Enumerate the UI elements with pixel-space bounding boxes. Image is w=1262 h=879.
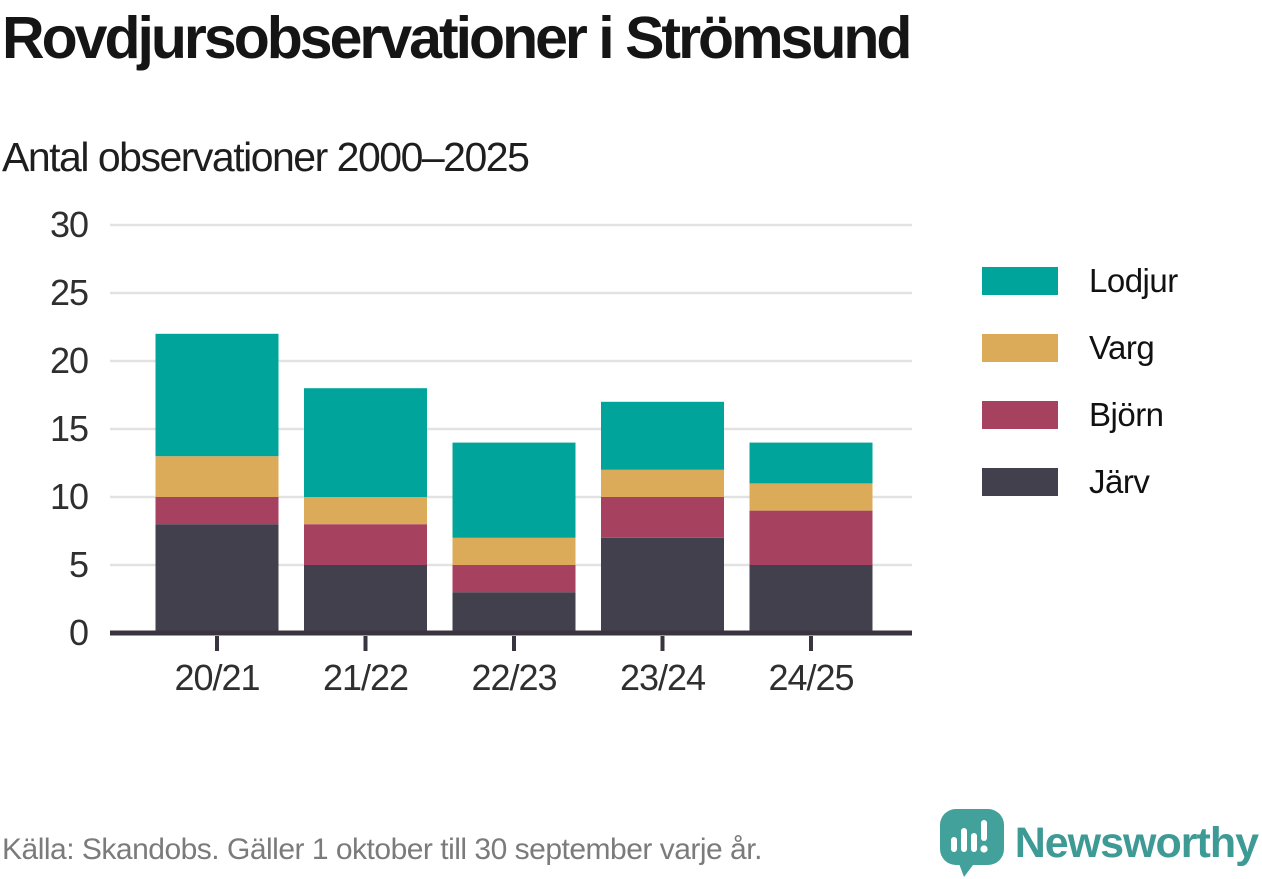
bar-segment-lodjur xyxy=(155,333,279,457)
source-note: Källa: Skandobs. Gäller 1 oktober till 3… xyxy=(2,833,762,866)
bar-segment-järv xyxy=(601,537,724,633)
bar-segment-varg xyxy=(155,456,279,497)
y-tick-label: 0 xyxy=(69,612,88,653)
legend-label: Björn xyxy=(1089,396,1164,433)
bar-segment-björn xyxy=(304,524,427,565)
bar-segment-lodjur xyxy=(304,388,427,497)
x-tick-label: 22/23 xyxy=(471,657,556,698)
y-tick-label: 30 xyxy=(50,204,88,245)
brand-name: Newsworthy xyxy=(1014,818,1259,867)
x-tick xyxy=(363,636,368,651)
newsworthy-logo-icon xyxy=(939,809,1004,877)
x-tick-label: 21/22 xyxy=(323,657,408,698)
x-tick xyxy=(809,636,813,651)
bar-segment-björn xyxy=(749,510,873,565)
chart-legend: Lodjur Varg Björn Järv xyxy=(982,262,1178,501)
x-tick xyxy=(215,636,219,651)
legend-item-björn: Björn xyxy=(982,396,1178,434)
y-tick-label: 15 xyxy=(50,408,88,449)
newsworthy-brand: Newsworthy xyxy=(939,809,1259,877)
chart-subtitle: Antal observationer 2000–2025 xyxy=(2,134,530,180)
y-tick-label: 25 xyxy=(50,272,88,313)
legend-label: Järv xyxy=(1089,463,1150,500)
bar-segment-järv xyxy=(304,565,427,633)
x-tick xyxy=(660,636,665,651)
bar-segment-järv xyxy=(155,524,279,633)
legend-item-lodjur: Lodjur xyxy=(982,262,1178,300)
y-tick-label: 5 xyxy=(69,544,88,585)
legend-label: Lodjur xyxy=(1089,262,1178,299)
page-title: Rovdjursobservationer i Strömsund xyxy=(2,5,912,71)
legend-swatch xyxy=(982,334,1058,362)
legend-swatch xyxy=(982,267,1058,295)
x-tick xyxy=(512,636,516,651)
bar-segment-varg xyxy=(601,469,724,497)
bar-segment-varg xyxy=(452,537,576,565)
bar-segment-lodjur xyxy=(452,442,576,538)
bar-segment-varg xyxy=(749,483,873,511)
bar-segment-varg xyxy=(304,497,427,525)
bar-segment-järv xyxy=(749,565,873,633)
legend-label: Varg xyxy=(1089,329,1155,366)
legend-swatch xyxy=(982,468,1058,496)
x-axis-line xyxy=(110,630,912,636)
bar-segment-järv xyxy=(452,592,576,633)
bar-segment-björn xyxy=(452,565,576,593)
legend-swatch xyxy=(982,401,1058,429)
x-tick-label: 20/21 xyxy=(174,657,259,698)
bar-segment-björn xyxy=(155,497,279,525)
y-tick-label: 10 xyxy=(50,476,88,517)
y-tick-label: 20 xyxy=(50,340,88,381)
bar-segment-lodjur xyxy=(749,442,873,484)
bar-segment-lodjur xyxy=(601,401,724,470)
x-tick-label: 24/25 xyxy=(768,657,853,698)
bar-segment-björn xyxy=(601,497,724,538)
x-tick-label: 23/24 xyxy=(620,657,705,698)
legend-item-järv: Järv xyxy=(982,463,1178,501)
legend-item-varg: Varg xyxy=(982,329,1178,367)
